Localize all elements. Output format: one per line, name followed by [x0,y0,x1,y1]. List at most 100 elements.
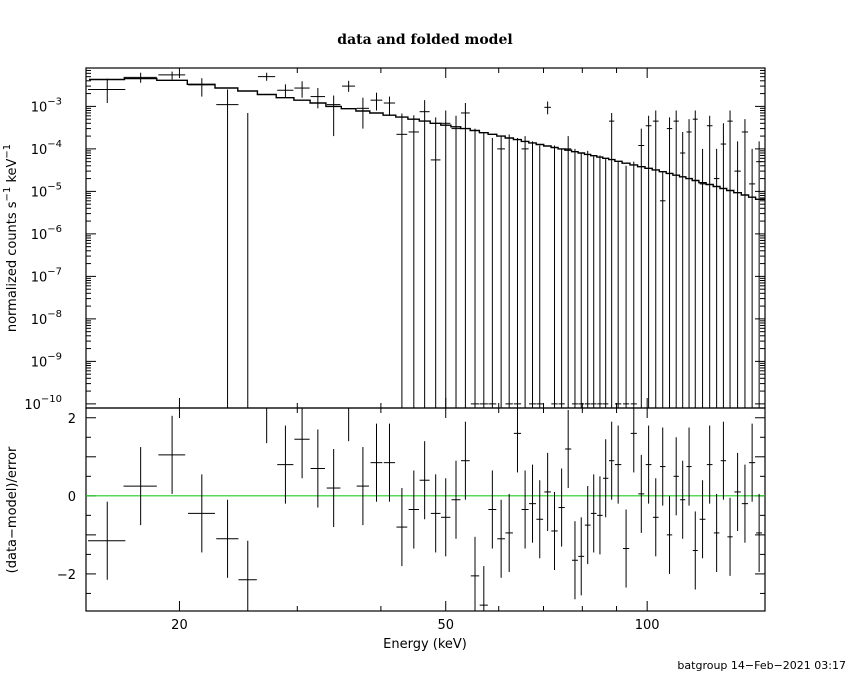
y-tick-label: 10−4 [31,139,62,158]
residual-point [356,447,370,526]
residual-point [727,497,733,576]
x-tick-labels: 20 50 100 [171,618,659,633]
data-point [565,136,572,408]
data-point [584,150,591,408]
residual-point [123,447,157,526]
residual-point [565,409,572,489]
data-point [430,117,441,408]
data-point [720,123,727,408]
data-point [686,119,692,408]
footer-credit: batgroup 14−Feb−2021 03:17 [677,659,846,672]
data-point [419,100,430,408]
data-point [479,131,488,408]
data-point [659,171,666,408]
y-tick-label: 10−9 [31,351,62,370]
data-point [294,81,310,98]
residual-point [603,439,609,518]
data-point [513,138,522,408]
data-point [597,155,603,408]
data-point [603,158,609,408]
residual-point [310,429,325,508]
data-point [666,117,673,408]
data-point [408,115,419,408]
data-point [188,78,215,97]
residual-point [488,470,497,549]
residual-point [188,474,215,553]
chart-title: data and folded model [337,32,512,48]
bottom-y-tick-labels: −2 0 2 [57,412,76,583]
top-axis-ticks [86,67,765,408]
model-step-line [89,77,765,200]
residual-point [578,517,585,596]
residual-point [706,425,713,504]
residual-point [461,421,470,500]
y-tick-label: 10−6 [31,224,62,243]
data-point [521,136,529,408]
data-point [673,110,679,408]
residual-point [686,427,692,506]
x-tick-label: 50 [437,618,454,633]
data-point [529,141,536,408]
data-point [383,96,396,116]
residual-point [741,464,749,543]
residual-point [720,421,727,500]
data-point [652,110,659,408]
residual-point [396,488,408,567]
x-tick-label: 20 [171,618,188,633]
y-tick-label: 10−7 [31,266,62,285]
data-point [638,128,645,408]
residual-point [699,480,706,559]
data-point [238,112,257,409]
y-tick-label: 10−3 [31,96,62,115]
data-point [692,110,698,408]
data-point [277,84,294,98]
residual-point [673,437,679,516]
residual-point [652,478,659,557]
y-tick-label: 10−10 [24,394,62,413]
residual-point [609,421,615,500]
residual-point [505,493,513,572]
data-point [370,92,383,111]
data-point [741,119,749,408]
data-point [257,72,276,81]
data-point [441,110,451,408]
data-point [727,110,733,408]
data-point [396,113,408,408]
residual-point [584,486,591,565]
data-point [342,80,356,92]
data-point [536,145,544,408]
data-point [645,115,652,408]
residual-point [441,478,451,557]
residual-point [638,454,645,533]
residual-point [470,536,480,611]
residual-point [756,493,763,572]
data-point [87,78,126,104]
residual-point [571,521,578,600]
residual-point [713,493,720,572]
residual-point [630,408,637,473]
data-point [216,89,239,408]
data-point [551,145,558,408]
y-tick-label: 10−8 [31,309,62,328]
residual-point [680,460,686,539]
residual-point [430,474,441,553]
top-y-axis-label: normalized counts s−1 keV−1 [2,144,20,332]
residual-point [551,491,558,571]
residual-y-tick-label: 2 [68,412,76,427]
residual-point [419,441,430,520]
residual-point [666,495,673,574]
data-point [505,134,513,408]
data-point [461,103,470,408]
data-point [734,141,741,408]
data-point [558,148,565,408]
data-point [451,115,461,408]
residual-point [87,501,126,580]
residual-point [645,425,652,504]
residual-point [497,499,505,578]
data-point [614,161,622,408]
residual-point [451,460,461,539]
top-data-points [87,71,763,409]
data-point [630,161,637,408]
residual-point [408,470,419,549]
residual-point [692,511,698,590]
